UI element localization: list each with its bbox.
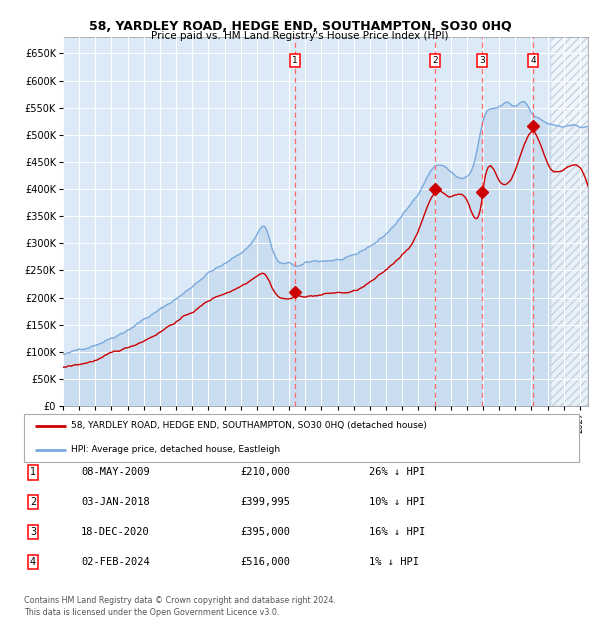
Text: £210,000: £210,000	[240, 467, 290, 477]
Text: 26% ↓ HPI: 26% ↓ HPI	[369, 467, 425, 477]
Text: 18-DEC-2020: 18-DEC-2020	[81, 527, 150, 537]
Text: 2: 2	[432, 56, 437, 65]
Text: £399,995: £399,995	[240, 497, 290, 507]
Text: 4: 4	[530, 56, 536, 65]
Text: 58, YARDLEY ROAD, HEDGE END, SOUTHAMPTON, SO30 0HQ: 58, YARDLEY ROAD, HEDGE END, SOUTHAMPTON…	[89, 20, 511, 33]
Text: £516,000: £516,000	[240, 557, 290, 567]
Text: 02-FEB-2024: 02-FEB-2024	[81, 557, 150, 567]
Text: 03-JAN-2018: 03-JAN-2018	[81, 497, 150, 507]
Text: Price paid vs. HM Land Registry's House Price Index (HPI): Price paid vs. HM Land Registry's House …	[151, 31, 449, 41]
Text: 1: 1	[30, 467, 36, 477]
Text: 1% ↓ HPI: 1% ↓ HPI	[369, 557, 419, 567]
Text: 1: 1	[292, 56, 298, 65]
Text: 3: 3	[30, 527, 36, 537]
Text: 10% ↓ HPI: 10% ↓ HPI	[369, 497, 425, 507]
Text: 2: 2	[30, 497, 36, 507]
Text: HPI: Average price, detached house, Eastleigh: HPI: Average price, detached house, East…	[71, 445, 280, 454]
Text: 3: 3	[479, 56, 485, 65]
Text: £395,000: £395,000	[240, 527, 290, 537]
Text: 16% ↓ HPI: 16% ↓ HPI	[369, 527, 425, 537]
Text: 4: 4	[30, 557, 36, 567]
Text: Contains HM Land Registry data © Crown copyright and database right 2024.
This d: Contains HM Land Registry data © Crown c…	[24, 596, 336, 617]
Text: 58, YARDLEY ROAD, HEDGE END, SOUTHAMPTON, SO30 0HQ (detached house): 58, YARDLEY ROAD, HEDGE END, SOUTHAMPTON…	[71, 421, 427, 430]
Text: 08-MAY-2009: 08-MAY-2009	[81, 467, 150, 477]
